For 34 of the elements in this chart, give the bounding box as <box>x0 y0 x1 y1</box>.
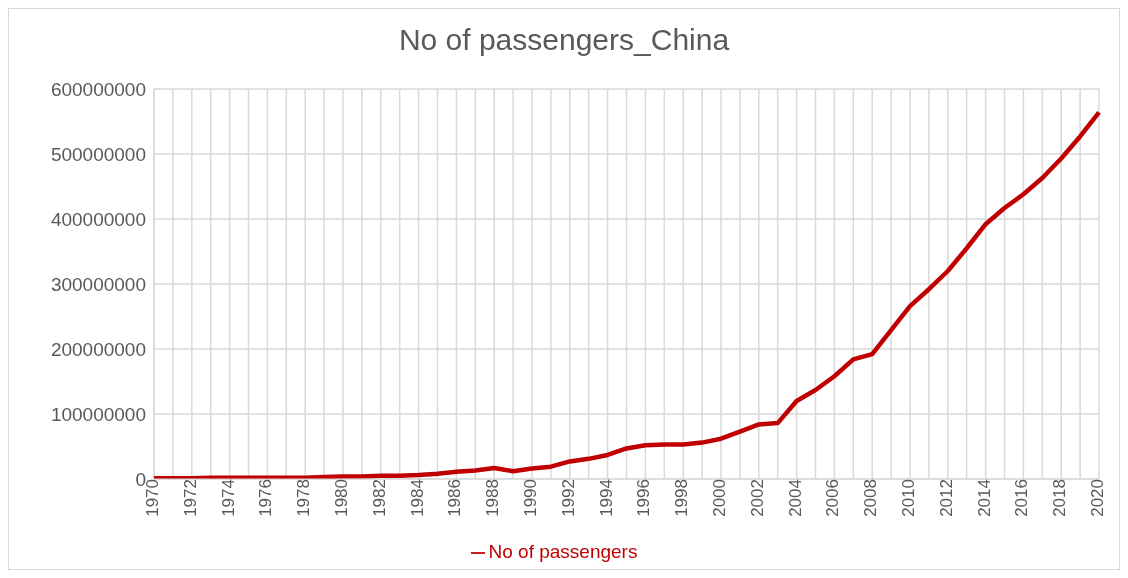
y-tick-label: 600000000 <box>50 78 146 100</box>
x-tick-label: 1980 <box>332 479 352 517</box>
x-tick-label: 2020 <box>1088 479 1108 517</box>
y-tick-label: 400000000 <box>50 208 146 230</box>
x-tick-label: 2002 <box>747 479 767 517</box>
x-tick-label: 2014 <box>974 479 994 517</box>
x-tick-label: 1988 <box>483 479 503 517</box>
legend-label: No of passengers <box>488 541 638 562</box>
x-tick-label: 2006 <box>823 479 843 517</box>
x-tick-label: 2012 <box>936 479 956 517</box>
x-tick-label: 1990 <box>521 479 541 517</box>
x-tick-label: 1994 <box>596 479 616 517</box>
chart-title: No of passengers_China <box>397 22 731 58</box>
x-tick-label: 2000 <box>710 479 730 517</box>
y-tick-label: 0 <box>135 468 146 490</box>
x-tick-label: 1998 <box>672 479 692 517</box>
x-tick-label: 1976 <box>256 479 276 517</box>
x-tick-label: 1984 <box>407 479 427 517</box>
x-tick-label: 1978 <box>294 479 314 517</box>
y-tick-label: 100000000 <box>50 403 146 425</box>
y-tick-label: 200000000 <box>50 338 146 360</box>
x-tick-label: 1972 <box>180 479 200 517</box>
x-tick-label: 2016 <box>1012 479 1032 517</box>
x-tick-label: 1986 <box>445 479 465 517</box>
x-tick-label: 1996 <box>634 479 654 517</box>
x-tick-label: 2018 <box>1050 479 1070 517</box>
x-tick-label: 2008 <box>861 479 881 517</box>
y-tick-label: 500000000 <box>50 143 146 165</box>
y-tick-label: 300000000 <box>50 273 146 295</box>
x-tick-label: 1974 <box>218 479 238 517</box>
x-tick-label: 1982 <box>369 479 389 517</box>
x-tick-label: 2004 <box>785 479 805 517</box>
x-tick-label: 1992 <box>558 479 578 517</box>
x-tick-label: 2010 <box>899 479 919 517</box>
